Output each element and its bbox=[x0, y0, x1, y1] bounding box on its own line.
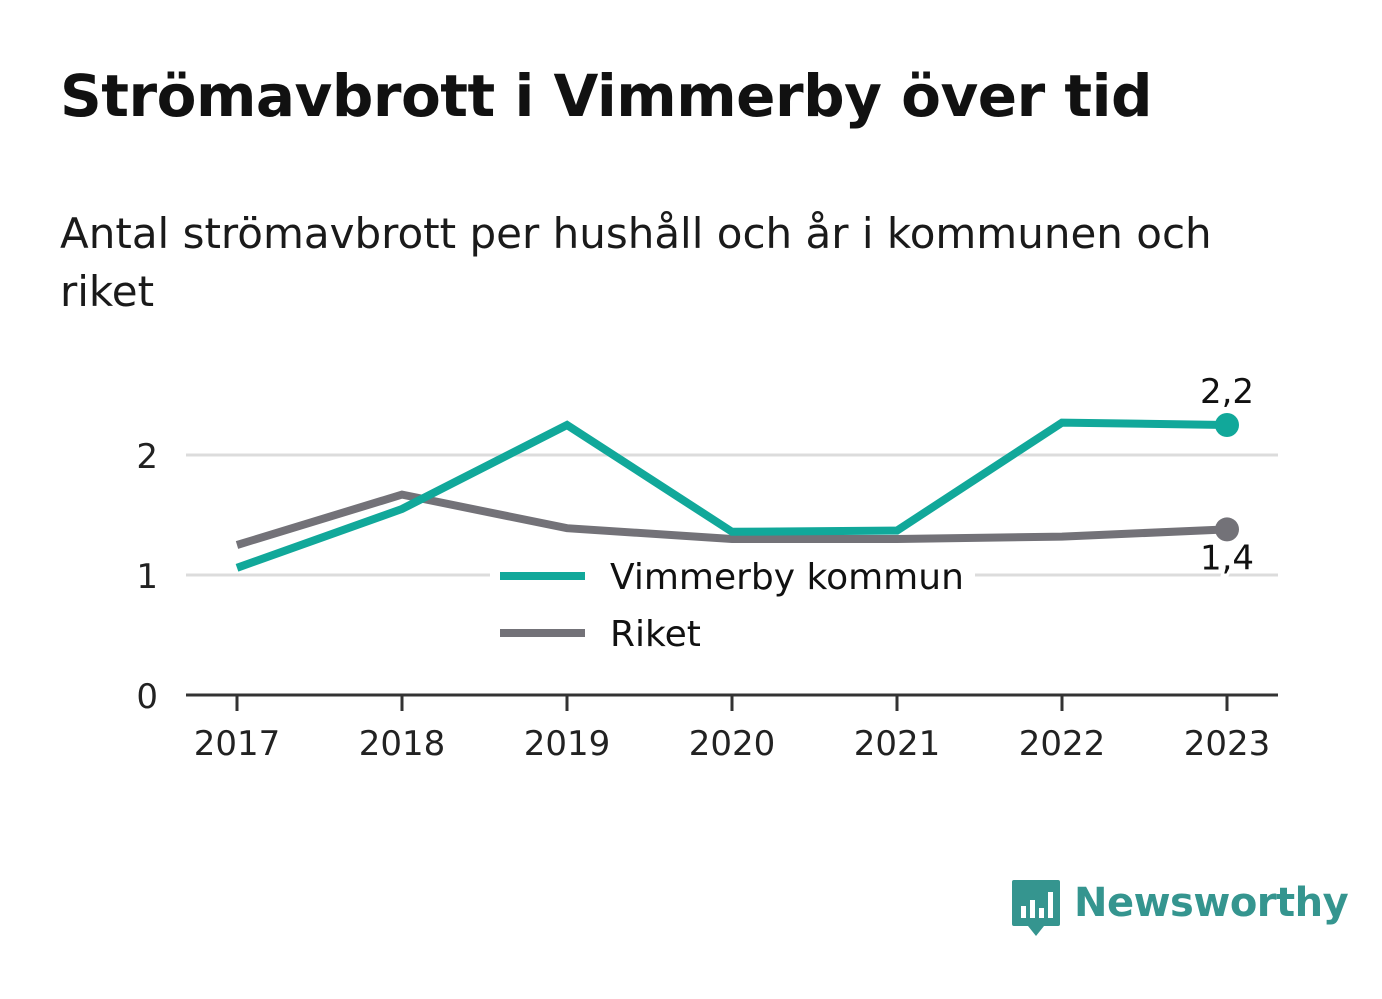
end-value-label: 2,2 bbox=[1200, 372, 1254, 412]
logo-text: Newsworthy bbox=[1074, 880, 1349, 926]
x-tick-label: 2018 bbox=[359, 724, 446, 764]
x-tick-label: 2019 bbox=[524, 724, 611, 764]
x-tick-label: 2022 bbox=[1019, 724, 1106, 764]
x-tick-label: 2020 bbox=[689, 724, 776, 764]
y-tick-label: 2 bbox=[136, 437, 158, 477]
newsworthy-logo[interactable]: Newsworthy bbox=[1010, 878, 1349, 940]
legend-background bbox=[490, 545, 975, 675]
end-value-label: 1,4 bbox=[1200, 538, 1254, 578]
x-tick-label: 2021 bbox=[854, 724, 941, 764]
x-tick-label: 2017 bbox=[194, 724, 281, 764]
series-endpoint bbox=[1215, 413, 1239, 437]
chart-subtitle: Antal strömavbrott per hushåll och år i … bbox=[60, 209, 1212, 316]
chart-title: Strömavbrott i Vimmerby över tid bbox=[60, 62, 1153, 130]
series-line-vimmerby bbox=[235, 418, 1228, 572]
legend-label: Vimmerby kommun bbox=[610, 557, 964, 598]
legend-label: Riket bbox=[610, 614, 701, 655]
y-tick-label: 0 bbox=[136, 677, 158, 717]
y-tick-label: 1 bbox=[136, 557, 158, 597]
series-endpoint bbox=[1215, 517, 1239, 542]
bar-chart-speech-bubble-icon bbox=[1012, 880, 1060, 936]
x-tick-label: 2023 bbox=[1184, 724, 1271, 764]
series-line-riket bbox=[235, 490, 1228, 549]
